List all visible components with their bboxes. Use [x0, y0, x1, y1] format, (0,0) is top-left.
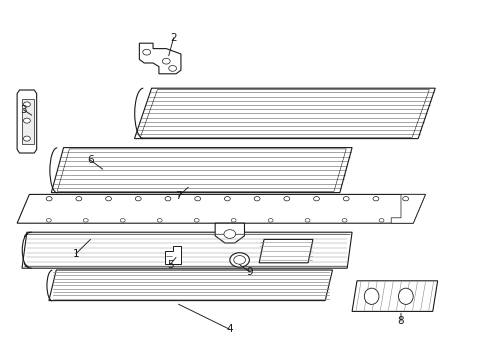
Circle shape	[254, 197, 260, 201]
PathPatch shape	[51, 148, 351, 193]
Text: 6: 6	[87, 155, 94, 165]
Ellipse shape	[398, 288, 412, 305]
Circle shape	[224, 230, 235, 238]
PathPatch shape	[22, 232, 351, 268]
Circle shape	[83, 219, 88, 222]
Circle shape	[46, 197, 52, 201]
Circle shape	[305, 219, 309, 222]
Text: 7: 7	[175, 191, 182, 201]
PathPatch shape	[17, 90, 37, 153]
PathPatch shape	[134, 88, 434, 139]
PathPatch shape	[22, 99, 34, 144]
Circle shape	[162, 58, 170, 64]
PathPatch shape	[390, 194, 425, 223]
Circle shape	[194, 219, 199, 222]
Text: 3: 3	[20, 105, 27, 115]
Text: 2: 2	[170, 33, 177, 43]
Circle shape	[142, 49, 150, 55]
Text: 1: 1	[72, 249, 79, 259]
Circle shape	[135, 197, 141, 201]
PathPatch shape	[17, 194, 425, 223]
Circle shape	[46, 219, 51, 222]
PathPatch shape	[139, 43, 181, 74]
PathPatch shape	[165, 246, 181, 264]
Text: 8: 8	[397, 316, 404, 326]
PathPatch shape	[351, 281, 437, 311]
Circle shape	[194, 197, 200, 201]
Text: 4: 4	[226, 324, 233, 334]
Circle shape	[267, 219, 272, 222]
Text: 9: 9	[245, 267, 252, 277]
Circle shape	[233, 256, 245, 264]
Ellipse shape	[364, 288, 378, 305]
Circle shape	[23, 102, 30, 107]
Circle shape	[23, 118, 30, 123]
PathPatch shape	[259, 239, 312, 263]
Circle shape	[105, 197, 111, 201]
Circle shape	[164, 197, 171, 201]
Circle shape	[342, 219, 346, 222]
Circle shape	[157, 219, 162, 222]
PathPatch shape	[49, 270, 332, 301]
Text: 5: 5	[166, 260, 173, 270]
Circle shape	[313, 197, 319, 201]
PathPatch shape	[215, 223, 244, 243]
Circle shape	[23, 136, 30, 141]
Circle shape	[224, 197, 230, 201]
Circle shape	[231, 219, 236, 222]
Circle shape	[402, 197, 408, 201]
Circle shape	[120, 219, 125, 222]
Circle shape	[76, 197, 81, 201]
Circle shape	[168, 66, 176, 71]
Circle shape	[229, 253, 249, 267]
Circle shape	[283, 197, 289, 201]
Circle shape	[343, 197, 348, 201]
Circle shape	[378, 219, 383, 222]
Circle shape	[372, 197, 378, 201]
